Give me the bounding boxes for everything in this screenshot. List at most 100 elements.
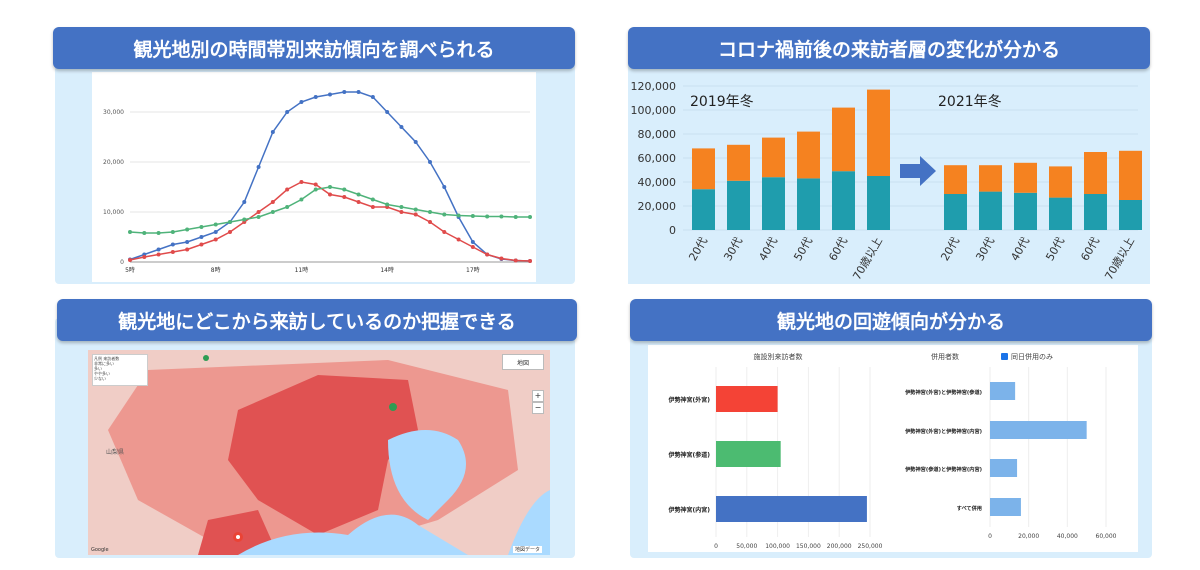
data-point xyxy=(499,256,504,261)
x-tick-label: 250,000 xyxy=(858,543,883,550)
data-point xyxy=(128,230,132,234)
data-point xyxy=(185,227,190,232)
x-tick-label: 40,000 xyxy=(1057,533,1078,540)
x-tick-label: 30代 xyxy=(721,235,745,263)
category-label: 伊勢神宮(外宮)と伊勢神宮(参道) xyxy=(904,388,982,396)
bar-segment-bottom xyxy=(944,194,967,230)
bar-segment-top xyxy=(1049,166,1072,198)
x-tick-label: 17時 xyxy=(466,266,480,274)
data-point xyxy=(328,92,332,97)
data-point xyxy=(185,240,190,244)
bar-segment-bottom xyxy=(762,177,785,230)
category-label: 伊勢神宮(外宮)と伊勢神宮(内宮) xyxy=(904,427,982,435)
ocean xyxy=(238,514,468,555)
data-point xyxy=(270,200,275,204)
x-tick-label: 30代 xyxy=(973,235,997,263)
hourly-chart-area: 0 10,000 20,000 30,000 5時 8時 11時 14時 17時 xyxy=(92,72,536,282)
data-point xyxy=(470,214,475,218)
data-point xyxy=(256,210,261,214)
zoom-in-button[interactable]: + xyxy=(532,390,544,402)
category-label: 伊勢神宮(内宮) xyxy=(668,506,711,514)
bar-segment-top xyxy=(797,131,820,179)
y-tick-label: 30,000 xyxy=(103,109,124,116)
bar-segment-bottom xyxy=(1084,194,1107,230)
ocean xyxy=(508,490,550,555)
legend-line: 少ない xyxy=(94,376,106,381)
hourly-line-chart: 0 10,000 20,000 30,000 5時 8時 11時 14時 17時 xyxy=(103,90,532,274)
origin-heat-map[interactable]: 山梨県 xyxy=(88,350,550,555)
data-point xyxy=(442,185,447,189)
data-point xyxy=(470,240,475,244)
x-tick-label: 70歳以上 xyxy=(850,235,885,282)
data-point xyxy=(442,212,447,217)
x-tick-label: 60代 xyxy=(826,235,850,263)
data-point xyxy=(242,217,247,222)
x-tick-label: 40代 xyxy=(756,235,780,263)
map-pin-icon[interactable] xyxy=(389,403,397,411)
data-point xyxy=(342,187,347,192)
x-tick-label: 150,000 xyxy=(796,543,821,550)
panel-title: 観光地別の時間帯別来訪傾向を調べられる xyxy=(53,27,575,69)
data-point xyxy=(399,210,404,214)
bar-segment-bottom xyxy=(797,178,820,230)
data-point xyxy=(328,192,332,197)
category-label: 伊勢神宮(参道)と伊勢神宮(内宮) xyxy=(904,465,982,473)
data-point xyxy=(270,130,275,134)
data-point xyxy=(442,230,447,234)
zoom-out-button[interactable]: − xyxy=(532,402,544,414)
data-point xyxy=(385,110,390,114)
panel-title: 観光地の回遊傾向が分かる xyxy=(630,299,1152,341)
checkbox-icon xyxy=(1001,353,1008,360)
legend-line: 多い xyxy=(94,366,102,371)
data-point xyxy=(285,187,290,192)
map-place-label: 山梨県 xyxy=(106,448,124,456)
map-type-button[interactable]: 地図 xyxy=(502,354,544,370)
map-pin-icon[interactable] xyxy=(203,355,209,361)
data-point xyxy=(156,247,161,252)
bar-segment-top xyxy=(762,137,785,178)
data-point xyxy=(313,187,318,192)
data-point xyxy=(313,182,318,187)
legend-line: 凡例 来訪者数 xyxy=(94,356,120,361)
data-point xyxy=(456,237,461,242)
map-pin-icon[interactable] xyxy=(233,532,243,542)
x-tick-label: 60,000 xyxy=(1096,533,1117,540)
data-point xyxy=(399,125,404,129)
panel-title: 観光地にどこから来訪しているのか把握できる xyxy=(57,299,577,341)
panel-title: コロナ禍前後の来訪者層の変化が分かる xyxy=(628,27,1150,69)
map-region-high xyxy=(228,375,418,535)
data-point xyxy=(428,160,432,164)
y-tick-label: 0 xyxy=(669,224,676,237)
age-chart-area: 0 20,000 40,000 60,000 80,000 100,000 120,000 2… xyxy=(628,72,1150,284)
data-point xyxy=(356,90,361,94)
y-tick-label: 120,000 xyxy=(631,80,677,93)
y-tick-label: 60,000 xyxy=(638,152,677,165)
map-area[interactable]: 山梨県 凡例 来訪者数 非常に多い 多い やや多い 少ない 地図 + − Goo… xyxy=(88,350,550,555)
data-point xyxy=(170,242,175,247)
bar-segment-top xyxy=(1084,152,1107,194)
data-point xyxy=(156,231,161,235)
map-data-label: 地図データ xyxy=(512,546,542,553)
data-point xyxy=(370,197,375,202)
x-tick-label: 5時 xyxy=(125,266,135,274)
data-point xyxy=(485,252,490,257)
data-point xyxy=(513,258,518,263)
chart-title: 施設別来訪者数 xyxy=(754,352,803,361)
bar-segment-bottom xyxy=(1119,200,1142,230)
category-label: 伊勢神宮(外宮) xyxy=(668,396,711,404)
data-point xyxy=(185,247,190,252)
bar-segment-bottom xyxy=(1049,197,1072,230)
x-tick-label: 200,000 xyxy=(827,543,852,550)
circulation-chart-area: 施設別来訪者数 0 50,000 100,000 150,000 200,000 250,0… xyxy=(648,345,1138,552)
bar-segment-top xyxy=(692,148,715,190)
data-point xyxy=(513,215,518,219)
data-point xyxy=(285,205,290,209)
data-point xyxy=(170,230,175,234)
bar-segment-bottom xyxy=(867,176,890,230)
map-attribution: Google xyxy=(91,547,109,553)
tokyo-bay xyxy=(388,430,466,520)
data-point xyxy=(199,225,204,229)
data-point xyxy=(299,197,304,202)
bar xyxy=(990,421,1087,439)
x-tick-label: 50代 xyxy=(1043,235,1067,263)
